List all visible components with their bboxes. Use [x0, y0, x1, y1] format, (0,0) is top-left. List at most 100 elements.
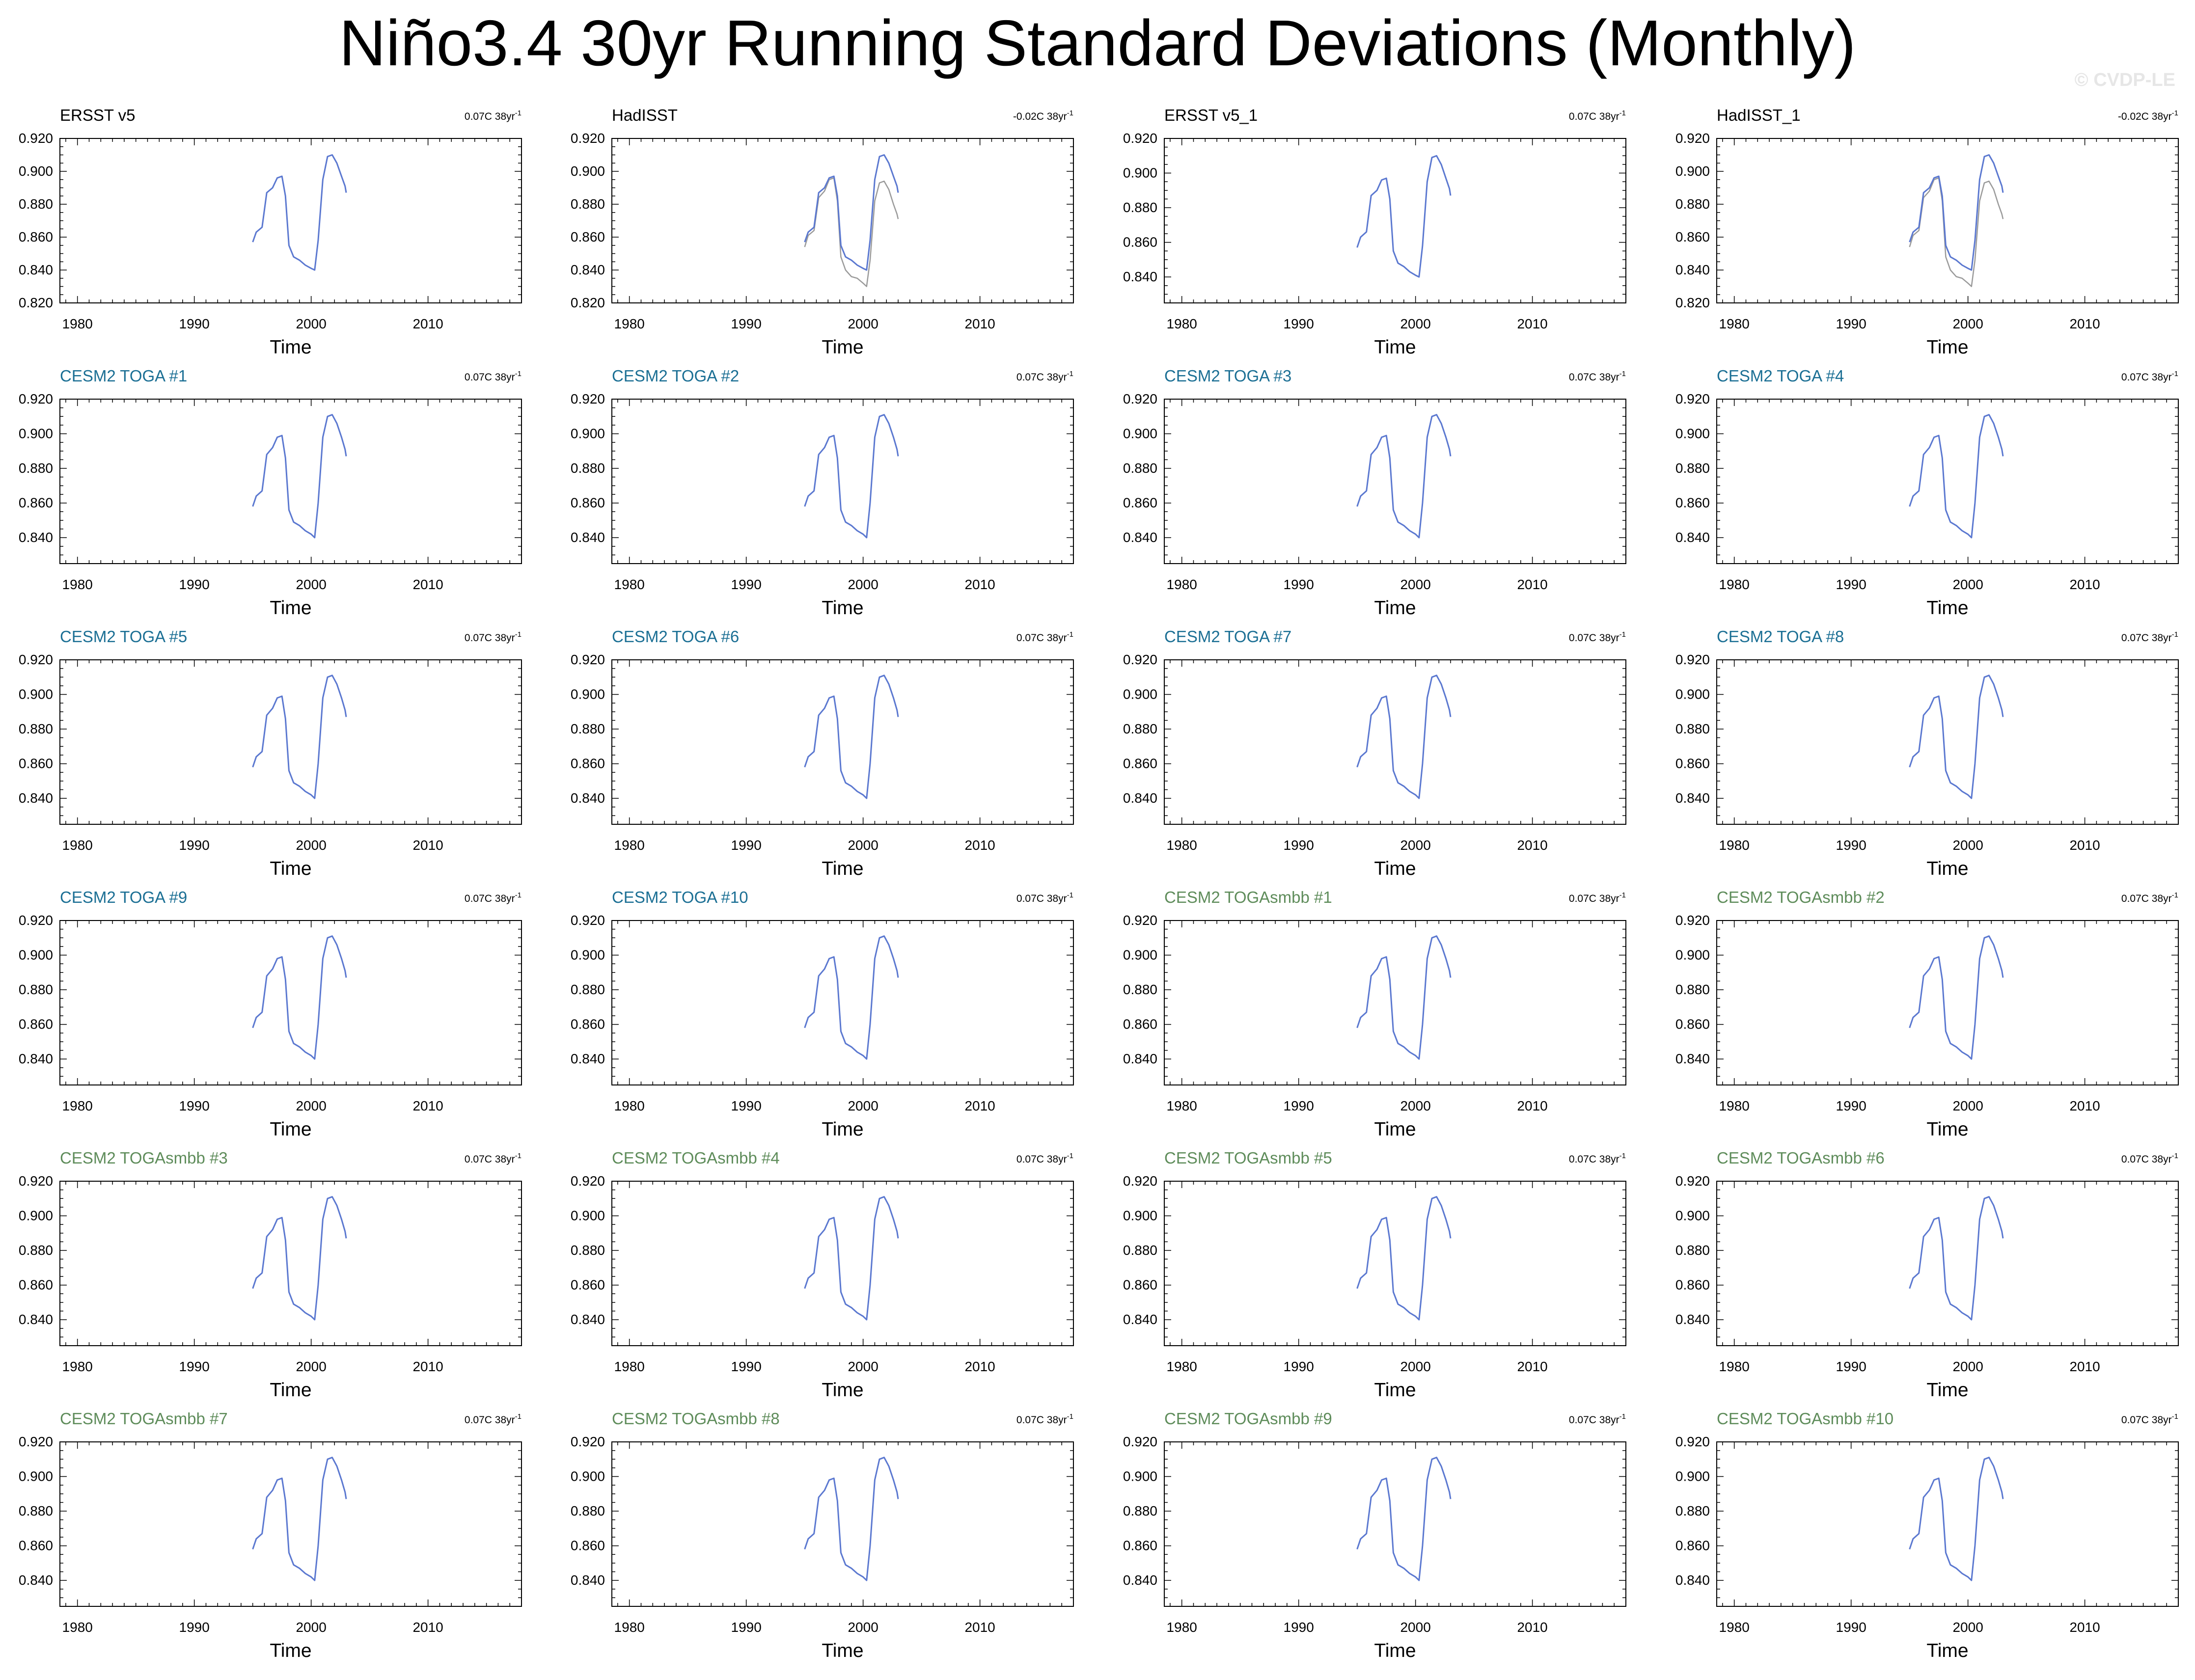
x-tick-label: 2010: [1517, 577, 1547, 592]
chart-panel: 0.840 0.860 0.880 0.900 0.920 1980 1990 2000 201…: [19, 627, 522, 879]
x-axis-label: Time: [1374, 337, 1416, 358]
y-tick-label: 0.840: [571, 1572, 605, 1588]
chart-panel: 0.840 0.860 0.880 0.900 0.920 1980 1990 2000 201…: [571, 1409, 1074, 1661]
plot-frame: [1164, 920, 1626, 1085]
trend-exponent: -1: [1619, 891, 1626, 899]
chart-panel: 0.840 0.860 0.880 0.900 0.920 1980 1990 2000 201…: [571, 627, 1074, 879]
trend-annotation: 0.07C 38yr-1: [1016, 1412, 1073, 1426]
series-line: [1909, 935, 2004, 1060]
y-tick-label: 0.820: [571, 295, 605, 310]
axis-ticks: [612, 659, 1074, 825]
y-tick-label: 0.880: [1123, 982, 1157, 997]
y-tick-label: 0.900: [571, 426, 605, 441]
panel-title: CESM2 TOGA #4: [1717, 367, 1844, 385]
series-line: [1909, 1457, 2004, 1581]
trend-annotation: 0.07C 38yr-1: [2121, 370, 2178, 383]
trend-exponent: -1: [1619, 109, 1626, 117]
y-tick-label: 0.840: [19, 262, 53, 277]
trend-value: 0.07C 38yr: [1016, 893, 1067, 904]
y-tick-label: 0.880: [571, 1503, 605, 1518]
panel-title: CESM2 TOGAsmbb #8: [612, 1409, 780, 1428]
x-tick-label: 2000: [848, 1620, 878, 1635]
y-tick-label: 0.840: [571, 1051, 605, 1066]
series-line: [252, 154, 347, 271]
panel-title: CESM2 TOGAsmbb #3: [60, 1149, 228, 1167]
plot-frame: [1716, 659, 2179, 825]
trend-exponent: -1: [515, 891, 521, 899]
x-axis-label: Time: [1926, 1119, 1968, 1140]
y-tick-label: 0.840: [1675, 1051, 1710, 1066]
x-axis-label: Time: [1926, 597, 1968, 619]
x-axis-label: Time: [1926, 337, 1968, 358]
x-tick-label: 2000: [848, 1098, 878, 1113]
y-tick-label: 0.840: [571, 1312, 605, 1327]
trend-exponent: -1: [2172, 630, 2178, 639]
chart-panel: 0.840 0.860 0.880 0.900 0.920 1980 1990 2000 201…: [1675, 627, 2179, 879]
trend-annotation: 0.07C 38yr-1: [2121, 1152, 2178, 1165]
chart-panel: 0.820 0.840 0.860 0.880 0.900 0.920 1980 1990 20…: [571, 106, 1074, 358]
x-tick-label: 1990: [731, 577, 762, 592]
x-tick-label: 2010: [1517, 1359, 1547, 1374]
y-tick-label: 0.840: [571, 530, 605, 545]
trend-value: 0.07C 38yr: [2121, 1414, 2172, 1426]
y-tick-label: 0.920: [1675, 131, 1710, 146]
chart-panel: 0.840 0.860 0.880 0.900 0.920 1980 1990 2000 201…: [1123, 627, 1626, 879]
trend-exponent: -1: [1619, 370, 1626, 378]
x-tick-label: 2010: [412, 838, 443, 853]
y-tick-label: 0.840: [1675, 790, 1710, 806]
x-tick-label: 2010: [2069, 577, 2100, 592]
x-tick-label: 2010: [2069, 838, 2100, 853]
y-tick-label: 0.820: [19, 295, 53, 310]
trend-value: -0.02C 38yr: [2118, 111, 2172, 122]
y-tick-label: 0.880: [571, 461, 605, 476]
plot-frame: [59, 920, 522, 1085]
y-tick-label: 0.840: [19, 790, 53, 806]
x-tick-label: 2010: [2069, 1098, 2100, 1113]
trend-annotation: 0.07C 38yr-1: [465, 1412, 521, 1426]
y-tick-label: 0.860: [19, 1277, 53, 1293]
series-line: [252, 414, 347, 539]
x-tick-label: 1990: [1836, 577, 1866, 592]
y-tick-label: 0.900: [1675, 426, 1710, 441]
x-axis-label: Time: [270, 1119, 311, 1140]
x-tick-label: 1980: [1167, 1098, 1197, 1113]
panel-title: ERSST v5_1: [1164, 106, 1258, 124]
y-tick-label: 0.860: [19, 1538, 53, 1553]
x-tick-label: 2000: [1952, 316, 1983, 331]
series-line: [1909, 154, 2004, 271]
panel-title: CESM2 TOGA #5: [60, 627, 187, 646]
plot-frame: [1164, 138, 1626, 303]
trend-exponent: -1: [1619, 630, 1626, 639]
trend-annotation: 0.07C 38yr-1: [2121, 891, 2178, 904]
x-tick-label: 1980: [62, 316, 93, 331]
trend-value: 0.07C 38yr: [1569, 893, 1619, 904]
y-tick-label: 0.920: [1123, 131, 1157, 146]
series-line: [252, 935, 347, 1060]
plot-frame: [59, 1181, 522, 1346]
x-tick-label: 1990: [179, 1620, 210, 1635]
panel-title: CESM2 TOGAsmbb #5: [1164, 1149, 1332, 1167]
x-axis-label: Time: [270, 1640, 311, 1661]
series-line: [1909, 675, 2004, 799]
x-axis-label: Time: [822, 1640, 863, 1661]
x-tick-label: 2010: [964, 577, 995, 592]
x-axis-label: Time: [822, 1380, 863, 1401]
y-tick-label: 0.840: [19, 1312, 53, 1327]
x-tick-label: 2000: [296, 1620, 326, 1635]
y-tick-label: 0.920: [19, 1434, 53, 1449]
axis-ticks: [60, 138, 522, 303]
plot-frame: [1164, 399, 1626, 564]
x-tick-label: 2000: [296, 316, 326, 331]
y-tick-label: 0.900: [19, 426, 53, 441]
plot-frame: [1716, 1181, 2179, 1346]
y-tick-label: 0.840: [1123, 790, 1157, 806]
trend-exponent: -1: [2172, 1152, 2178, 1160]
plot-frame: [611, 659, 1074, 825]
panel-title: CESM2 TOGAsmbb #2: [1717, 888, 1885, 906]
x-tick-label: 2000: [1952, 577, 1983, 592]
y-tick-label: 0.920: [1675, 652, 1710, 667]
x-tick-label: 2010: [412, 1359, 443, 1374]
chart-panel: 0.840 0.860 0.880 0.900 0.920 1980 1990 2000 201…: [571, 888, 1074, 1140]
panel-title: CESM2 TOGAsmbb #7: [60, 1409, 228, 1428]
y-tick-label: 0.900: [571, 687, 605, 702]
